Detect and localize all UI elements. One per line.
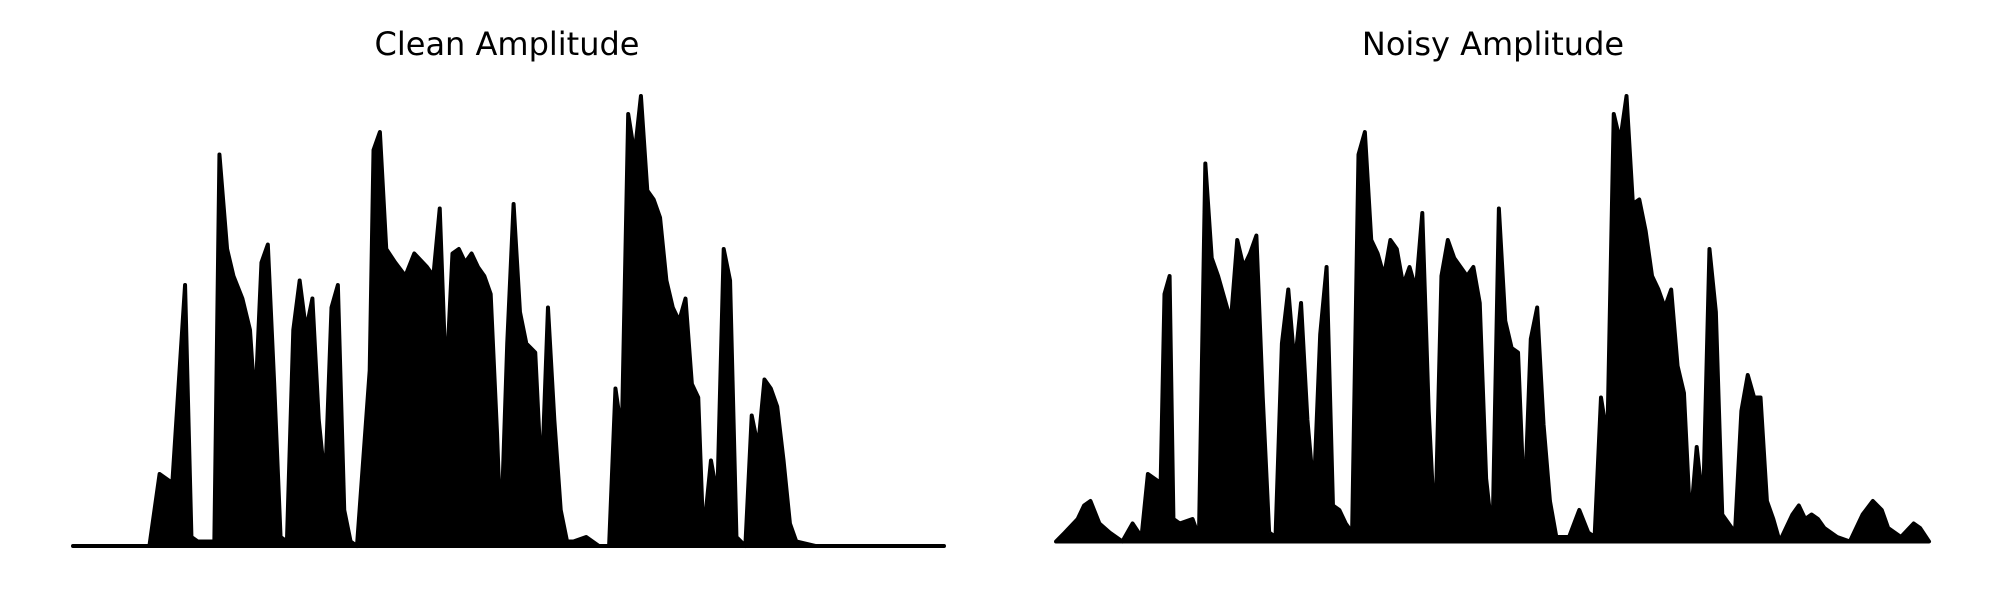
chart-title: Clean Amplitude — [375, 25, 640, 63]
chart-title: Noisy Amplitude — [1362, 25, 1624, 63]
amplitude-area — [71, 94, 946, 548]
amplitude-area — [1054, 94, 1931, 544]
